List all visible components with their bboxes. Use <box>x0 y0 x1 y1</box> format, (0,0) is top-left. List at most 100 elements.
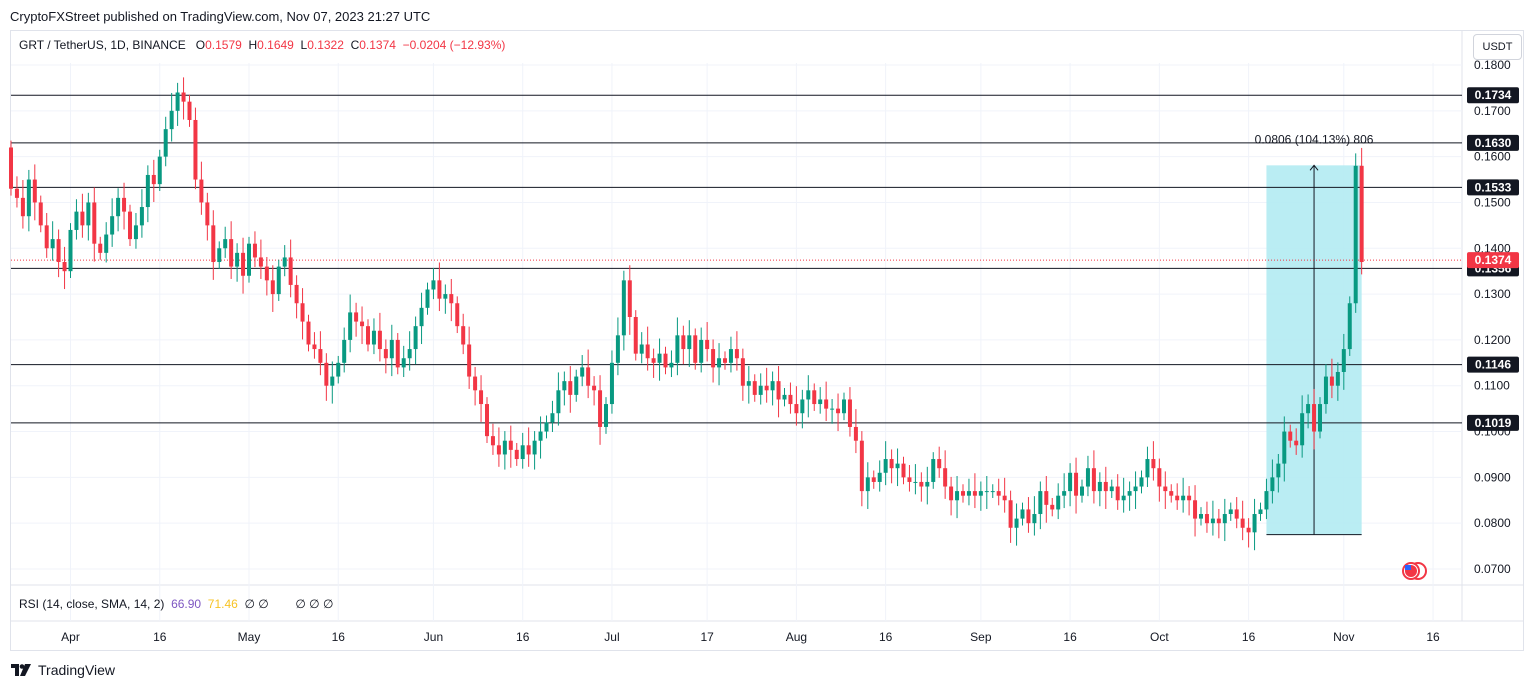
y-tick-label: 0.1400 <box>1474 241 1511 255</box>
currency-button[interactable]: USDT <box>1473 34 1522 60</box>
high-label: H <box>248 38 258 52</box>
close-label: C <box>350 38 360 52</box>
candle-body <box>1103 481 1108 492</box>
candle-body <box>770 381 775 391</box>
candle-body <box>211 225 216 263</box>
candle-body <box>693 335 698 363</box>
candle-body <box>687 335 692 350</box>
candle-body <box>913 481 918 483</box>
time-axis[interactable]: Apr 16 May 16 Jun 16 Jul 17 Aug 16 Sep 16 Oct 16 Nov 16 <box>61 630 1440 644</box>
us-flag-icon <box>1402 562 1427 580</box>
candle-body <box>68 229 73 272</box>
candle-body <box>615 335 620 363</box>
candle-body <box>151 174 156 185</box>
candle-body <box>723 358 727 363</box>
last-price-tag-text: 0.1374 <box>1475 253 1512 267</box>
candle-body <box>568 381 573 395</box>
candle-body <box>1008 500 1013 528</box>
rsi-legend: RSI (14, close, SMA, 14, 2) 66.90 71.46 … <box>19 597 333 611</box>
candle-body <box>169 110 174 130</box>
candle-body <box>645 344 650 359</box>
candle-body <box>627 280 632 317</box>
close-value: 0.1374 <box>359 38 396 52</box>
x-tick-label: Jul <box>604 630 619 644</box>
candle-body <box>1318 404 1322 432</box>
candle-body <box>336 362 341 377</box>
candle-body <box>681 335 686 350</box>
high-value: 0.1649 <box>257 38 294 52</box>
candle-body <box>1139 477 1144 487</box>
candle-body <box>330 376 335 386</box>
candle-body <box>514 449 519 460</box>
level-price-tag-text: 0.1533 <box>1475 180 1512 194</box>
candle-body <box>788 394 793 405</box>
candle-body <box>996 491 1001 496</box>
candle-body <box>20 197 25 217</box>
level-price-tag-text: 0.1019 <box>1475 416 1512 430</box>
candle-body <box>324 362 329 386</box>
candle-body <box>907 477 912 482</box>
candle-body <box>1335 371 1340 386</box>
candle-body <box>407 349 412 359</box>
candle-body <box>276 266 281 295</box>
candle-body <box>1187 495 1192 501</box>
candle-body <box>639 344 644 354</box>
candle-body <box>133 225 138 240</box>
candle-body <box>1258 509 1263 515</box>
candle-body <box>853 426 858 441</box>
candle-body <box>1068 472 1073 492</box>
candle-body <box>734 349 739 359</box>
candle-body <box>657 353 662 363</box>
rsi-extra-values-2: ∅ ∅ ∅ <box>295 597 334 611</box>
y-tick-label: 0.1600 <box>1474 150 1511 164</box>
candle-body <box>966 491 971 496</box>
candle-body <box>14 188 19 198</box>
candle-body <box>270 280 275 295</box>
x-tick-label: Aug <box>786 630 807 644</box>
candle-body <box>419 307 424 327</box>
candle-body <box>1163 486 1168 492</box>
candle-body <box>437 280 442 299</box>
y-tick-label: 0.0700 <box>1474 562 1511 576</box>
candle-body <box>586 367 591 386</box>
candle-body <box>711 349 716 368</box>
level-price-tag-bg <box>1467 414 1519 431</box>
y-tick-label: 0.1200 <box>1474 333 1511 347</box>
low-value: 0.1322 <box>307 38 344 52</box>
candle-body <box>592 385 597 391</box>
candle-body <box>1276 463 1281 478</box>
tradingview-logo[interactable]: TradingView <box>11 662 115 678</box>
candle-body <box>609 362 614 405</box>
low-label: L <box>300 38 308 52</box>
symbol-legend: GRT / TetherUS, 1D, BINANCE O0.1579 H0.1… <box>19 38 505 52</box>
level-price-tag: 0.1533 <box>1467 179 1519 196</box>
candle-body <box>181 92 186 102</box>
x-tick-label: 16 <box>516 630 530 644</box>
candle-body <box>949 486 954 501</box>
candle-body <box>1199 514 1203 519</box>
candle-body <box>919 481 924 487</box>
candle-body <box>669 362 674 368</box>
candle-body <box>26 179 31 217</box>
candle-body <box>1175 495 1180 501</box>
candle-body <box>895 463 900 469</box>
rsi-extra-values: ∅ ∅ <box>244 597 269 611</box>
candle-body <box>1014 518 1019 528</box>
chart-frame <box>10 30 1524 651</box>
candle-body <box>526 445 531 455</box>
candle-body <box>931 459 936 482</box>
candle-body <box>366 326 370 345</box>
candle-body <box>663 353 668 368</box>
x-tick-label: 16 <box>1426 630 1440 644</box>
candle-body <box>282 257 287 267</box>
candle-body <box>389 339 394 359</box>
candle-body <box>44 225 49 249</box>
candle-body <box>943 468 948 487</box>
price-axis[interactable]: 0.1800 0.1700 0.1600 0.1500 0.1400 0.1300 0.12… <box>1467 58 1519 576</box>
candle-body <box>1026 509 1031 524</box>
candle-body <box>1151 459 1156 469</box>
candle-body <box>235 252 240 267</box>
candle-body <box>574 376 579 395</box>
candle-body <box>247 243 251 276</box>
